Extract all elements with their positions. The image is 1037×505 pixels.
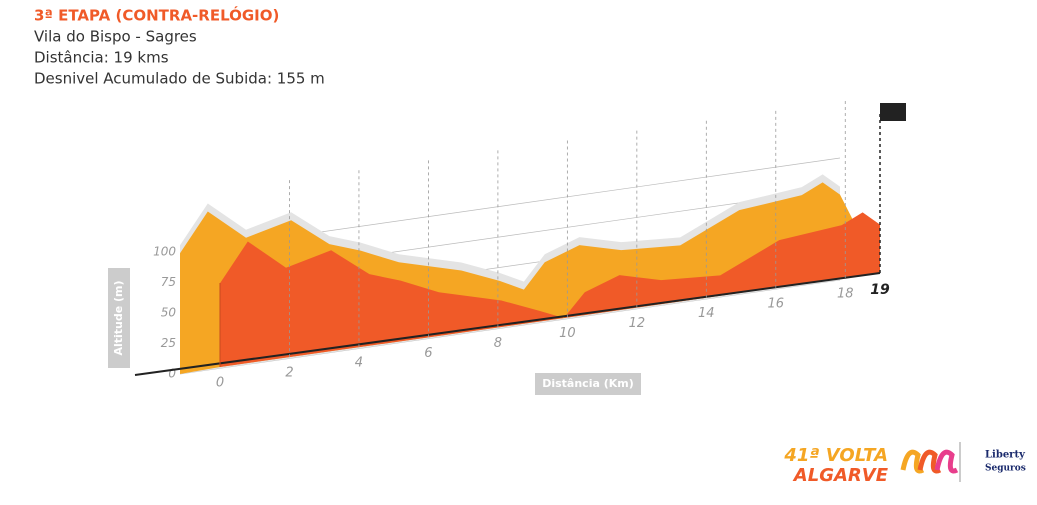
x-label-box [535, 373, 641, 395]
x-tick-label: 16 [768, 296, 785, 311]
y-tick-label: 75 [161, 275, 176, 289]
x-tick-label: 19 [870, 282, 890, 298]
x-tick-label: 0 [216, 376, 224, 391]
x-axis [134, 272, 881, 376]
subtitle: Distância: 19 kms [34, 49, 169, 67]
finish-flag [880, 103, 906, 121]
sponsor: Liberty [985, 450, 1026, 461]
logo-icon [900, 449, 959, 474]
x-tick-label: 14 [698, 306, 715, 321]
y-tick-label: 100 [153, 245, 176, 259]
x-tick-label: 18 [837, 286, 854, 301]
subtitle: Vila do Bispo - Sagres [34, 28, 197, 46]
y-tick-label: 0 [168, 367, 176, 381]
x-tick-label: 8 [494, 336, 502, 351]
profile-front [220, 212, 880, 367]
x-tick-label: 6 [424, 346, 432, 361]
y-tick-label: 50 [161, 306, 177, 320]
x-axis-label: Distância (Km) [542, 377, 634, 390]
y-axis-label: Altitude (m) [112, 280, 125, 355]
x-tick-label: 12 [629, 316, 646, 331]
y-tick-label: 25 [161, 336, 176, 350]
x-tick-label: 4 [355, 356, 363, 371]
x-tick-label: 2 [285, 366, 293, 381]
y-label-box [108, 268, 130, 368]
logo-name: ALGARVE [792, 465, 889, 486]
sponsor: Seguros [985, 464, 1026, 474]
logo-edition: 41ª VOLTA [783, 445, 888, 466]
subtitle: Desnivel Acumulado de Subida: 155 m [34, 70, 325, 88]
x-tick-label: 10 [559, 326, 576, 341]
chart-title: 3ª ETAPA (CONTRA-RELÓGIO) [34, 6, 279, 25]
